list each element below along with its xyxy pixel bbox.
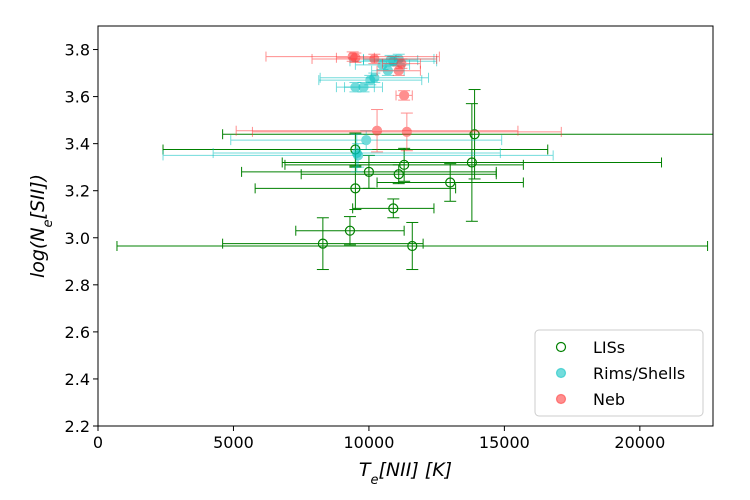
data-point — [222, 217, 424, 271]
marker — [445, 177, 456, 188]
y-tick-label: 2.2 — [65, 417, 90, 436]
series-liss — [116, 89, 713, 271]
marker — [358, 82, 369, 93]
y-tick-label: 3.8 — [65, 41, 90, 60]
legend: LISs Rims/Shells Neb — [534, 329, 704, 417]
data-point — [230, 130, 503, 151]
series-neb — [235, 51, 562, 153]
legend-label: Neb — [593, 390, 625, 409]
marker — [363, 166, 375, 177]
data-point — [335, 52, 375, 63]
data-point — [376, 163, 524, 202]
data-point — [281, 103, 663, 222]
marker — [401, 126, 412, 137]
x-tick-label: 20000 — [614, 433, 665, 452]
y-axis-label: log(Ne[SII]) — [27, 174, 56, 278]
x-tick-label: 10000 — [343, 433, 394, 452]
data-point — [235, 109, 519, 153]
marker — [393, 169, 404, 180]
y-tick-label: 3.6 — [65, 88, 90, 107]
data-point — [319, 72, 430, 83]
marker — [369, 53, 380, 65]
marker — [371, 125, 383, 136]
y-tick-label: 2.6 — [65, 323, 90, 342]
marker — [350, 52, 361, 63]
legend-marker — [555, 393, 567, 405]
data-point — [284, 147, 524, 182]
legend-marker — [555, 367, 567, 379]
marker — [351, 147, 362, 159]
data-point — [311, 53, 438, 65]
legend-label: LISs — [593, 338, 625, 357]
x-tick-label: 5000 — [213, 433, 254, 452]
y-tick-label: 3.4 — [65, 135, 90, 154]
marker — [385, 55, 396, 66]
y-tick-label: 3.0 — [65, 229, 90, 248]
marker — [396, 58, 407, 69]
data-point — [241, 154, 497, 189]
data-point — [254, 166, 457, 211]
y-tick-label: 2.4 — [65, 370, 90, 389]
data-point — [116, 221, 709, 271]
axes: 0 5000 10000 15000 20000 2.2 2.4 2.6 2.8 3.0 3.2 3.… — [65, 41, 666, 452]
data-point — [395, 90, 413, 101]
legend-marker — [555, 341, 567, 353]
marker — [399, 159, 410, 170]
plot-frame — [97, 25, 714, 427]
marker — [344, 225, 356, 236]
marker — [317, 238, 328, 249]
marker — [399, 90, 410, 101]
data-point — [295, 216, 405, 246]
marker — [469, 129, 480, 140]
marker — [466, 157, 477, 168]
marker — [407, 240, 418, 252]
legend-box — [534, 329, 704, 417]
legend-label: Rims/Shells — [593, 364, 685, 383]
y-tick-label: 3.2 — [65, 182, 90, 201]
data-point — [251, 112, 562, 152]
x-tick-label: 0 — [93, 433, 103, 452]
y-tick-label: 2.8 — [65, 276, 90, 295]
data-point — [344, 81, 383, 93]
x-tick-label: 15000 — [479, 433, 530, 452]
marker — [388, 203, 399, 214]
marker — [361, 135, 372, 146]
data-layer — [116, 51, 713, 271]
data-point — [352, 198, 435, 219]
x-axis-label: Te[NII] [K] — [359, 459, 452, 488]
data-point — [222, 89, 713, 180]
series-rims-shells — [162, 53, 554, 173]
marker — [350, 183, 361, 194]
